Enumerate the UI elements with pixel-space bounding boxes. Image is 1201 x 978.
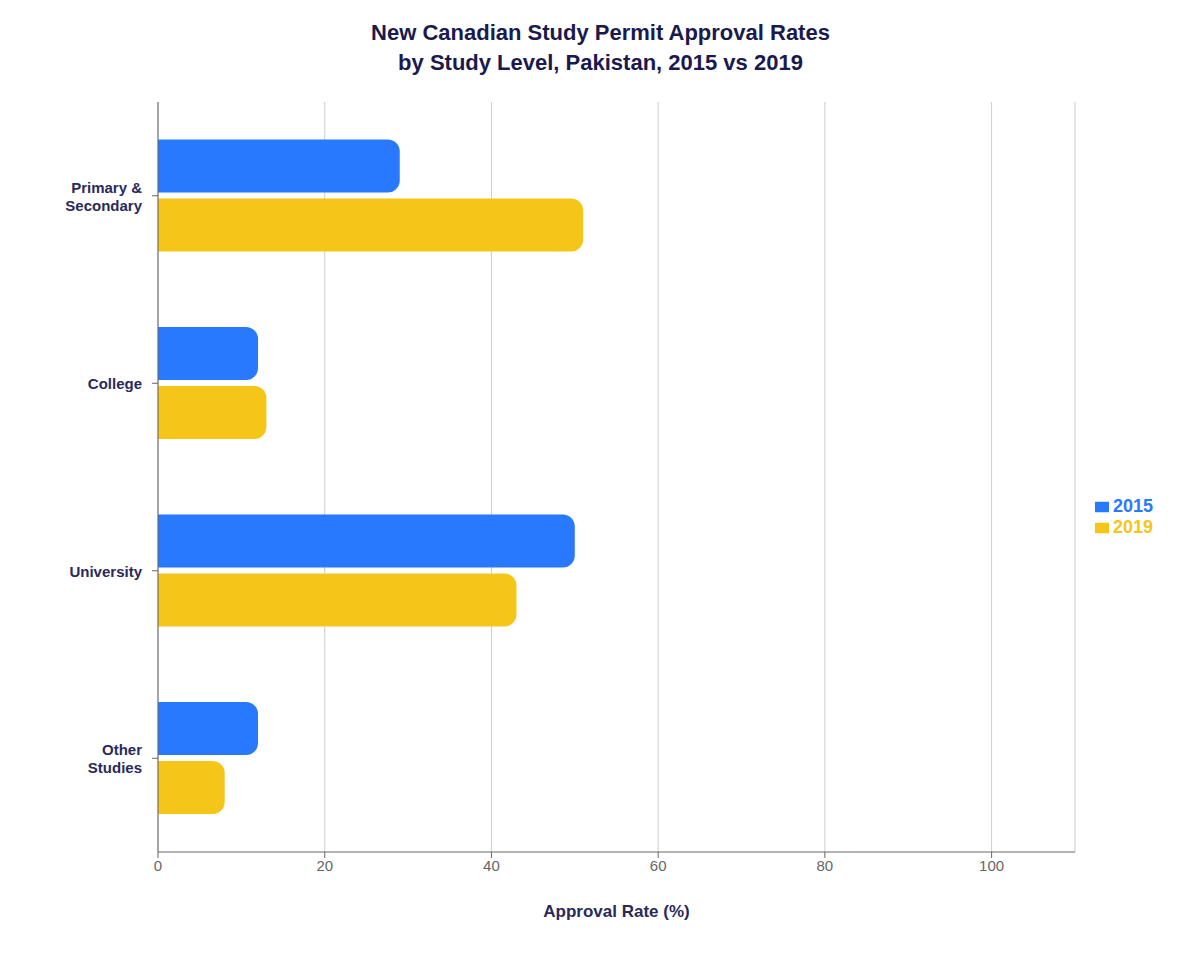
svg-text:40: 40 <box>483 857 500 874</box>
svg-text:OtherStudies: OtherStudies <box>88 741 142 776</box>
svg-text:Approval Rate (%): Approval Rate (%) <box>543 902 689 921</box>
svg-text:College: College <box>88 375 142 392</box>
svg-text:Primary &Secondary: Primary &Secondary <box>65 178 142 213</box>
html-text:2015: 2015 <box>1113 496 1153 516</box>
svg-text:80: 80 <box>817 857 834 874</box>
html-text:2019: 2019 <box>1113 517 1153 537</box>
html-text:New Canadian Study Permit Appr: New Canadian Study Permit Approval Rates… <box>371 20 830 75</box>
svg-text:60: 60 <box>650 857 667 874</box>
svg-text:100: 100 <box>979 857 1004 874</box>
svg-text:University: University <box>69 562 142 579</box>
svg-text:20: 20 <box>316 857 333 874</box>
svg-text:0: 0 <box>154 857 162 874</box>
